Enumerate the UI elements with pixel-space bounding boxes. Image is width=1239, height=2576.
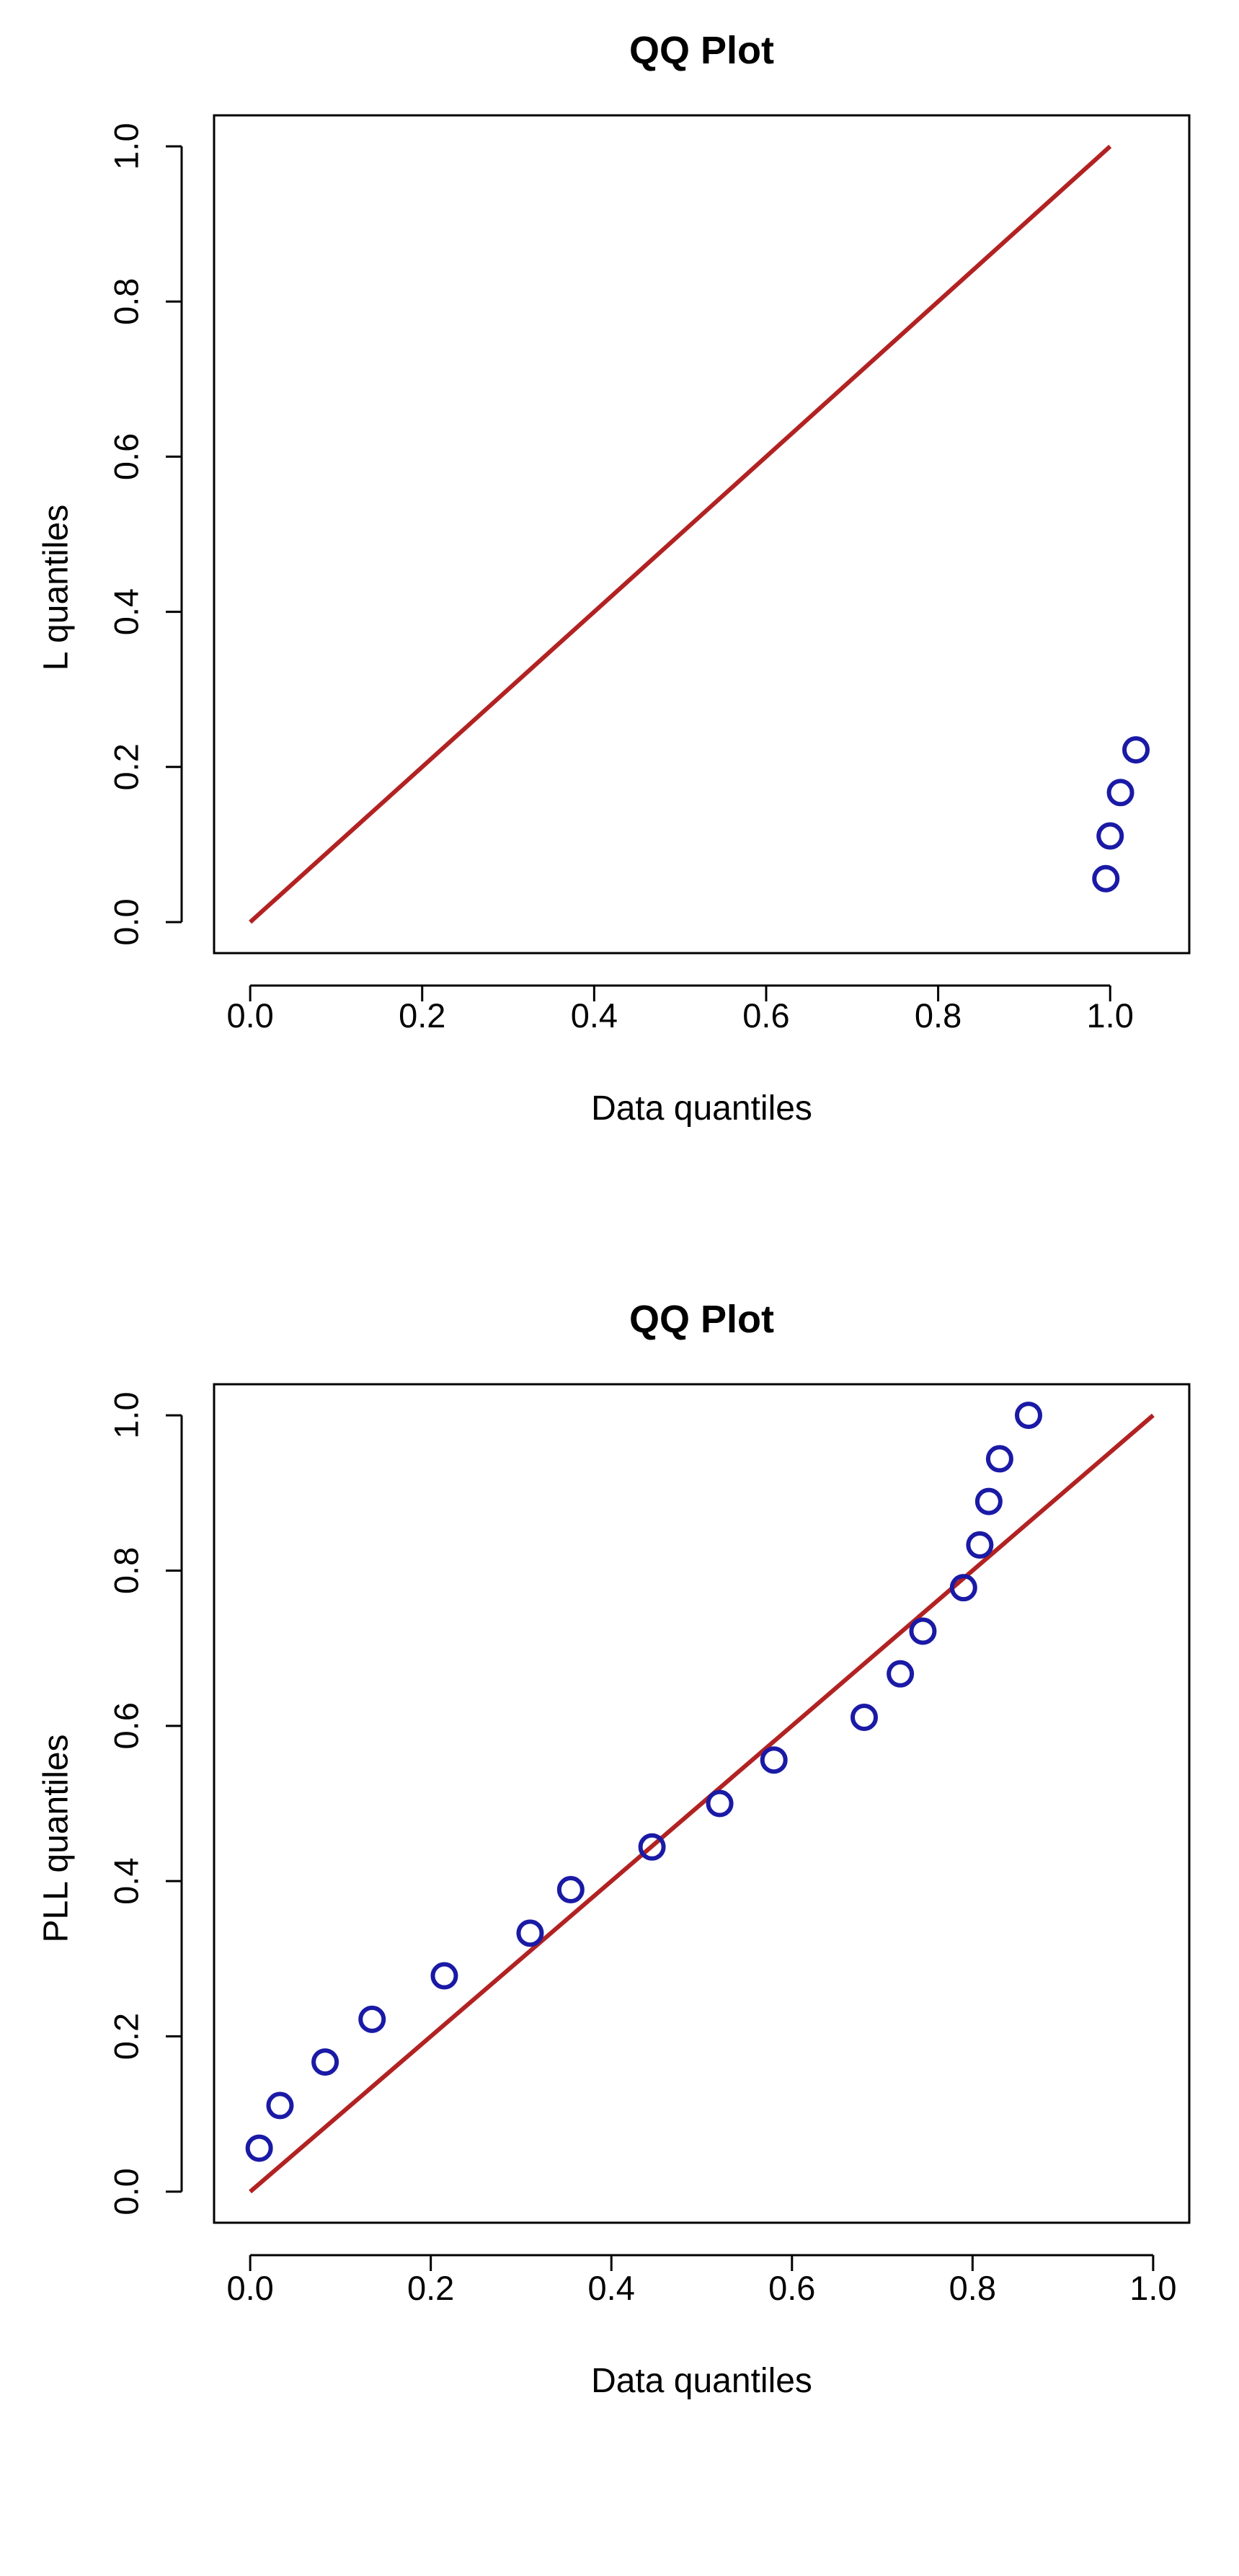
data-point	[266, 2092, 294, 2120]
qq-plot-panel-top: QQ Plot 0.0 0.2 0.4 0.6 0.8 1.0 Data quantiles 0…	[37, 29, 1191, 1128]
x-tick-label: 0.6	[768, 2269, 815, 2307]
data-point	[1096, 822, 1124, 850]
y-tick-label: 0.2	[107, 743, 146, 790]
data-point	[1092, 864, 1120, 893]
x-tick-label: 0.8	[915, 996, 962, 1035]
y-tick-label: 0.0	[107, 2168, 146, 2215]
data-point	[516, 1919, 544, 1947]
y-axis-label: L quantiles	[37, 505, 76, 670]
data-point	[974, 1487, 1003, 1515]
data-point	[1015, 1402, 1043, 1430]
x-tick-label: 0.2	[399, 996, 445, 1035]
y-tick-label: 0.2	[107, 2013, 146, 2060]
reference-line	[249, 1413, 1155, 2194]
x-axis-label: Data quantiles	[591, 2362, 812, 2400]
data-point	[887, 1660, 915, 1688]
x-tick-label: 0.0	[226, 996, 273, 1035]
y-tick-label: 0.6	[107, 433, 146, 480]
data-point	[311, 2048, 339, 2076]
data-points	[1092, 736, 1150, 893]
data-point	[245, 2134, 273, 2162]
y-tick-label: 0.0	[107, 898, 146, 945]
data-point	[556, 1876, 585, 1904]
data-point	[430, 1962, 458, 1990]
y-tick-label: 0.4	[107, 588, 146, 635]
chart-title: QQ Plot	[629, 1298, 774, 1341]
x-tick-label: 1.0	[1087, 996, 1134, 1035]
y-tick-label: 0.4	[107, 1858, 146, 1905]
data-point	[985, 1445, 1013, 1473]
y-axis-label: PLL quantiles	[37, 1734, 76, 1942]
data-point	[1122, 736, 1150, 764]
x-tick-label: 0.0	[226, 2269, 273, 2307]
x-tick-label: 1.0	[1129, 2269, 1176, 2307]
data-point	[966, 1531, 994, 1559]
y-tick-label: 0.8	[107, 278, 146, 325]
x-tick-label: 0.6	[742, 996, 789, 1035]
reference-line	[249, 144, 1112, 924]
data-point	[358, 2005, 386, 2033]
data-point	[760, 1746, 788, 1774]
y-tick-label: 1.0	[107, 123, 146, 169]
x-tick-label: 0.8	[949, 2269, 996, 2307]
data-point	[949, 1574, 977, 1602]
data-points	[245, 1402, 1043, 2162]
x-axis-label: Data quantiles	[591, 1089, 812, 1128]
data-point	[851, 1703, 878, 1731]
x-tick-label: 0.2	[407, 2269, 454, 2307]
plot-frame	[213, 114, 1191, 955]
data-point	[909, 1617, 937, 1645]
data-point	[1106, 779, 1134, 807]
x-tick-label: 0.4	[571, 996, 618, 1035]
x-tick-label: 0.4	[588, 2269, 635, 2307]
y-tick-label: 1.0	[107, 1391, 146, 1438]
data-point	[706, 1789, 734, 1818]
qq-plot-panel-bottom: QQ Plot 0.0 0.2 0.4 0.6 0.8 1.0 Data quantiles 0…	[37, 1298, 1191, 2400]
plot-frame	[213, 1383, 1191, 2224]
chart-title: QQ Plot	[629, 29, 774, 72]
y-tick-label: 0.8	[107, 1547, 146, 1594]
y-tick-label: 0.6	[107, 1702, 146, 1749]
data-point	[638, 1833, 666, 1861]
